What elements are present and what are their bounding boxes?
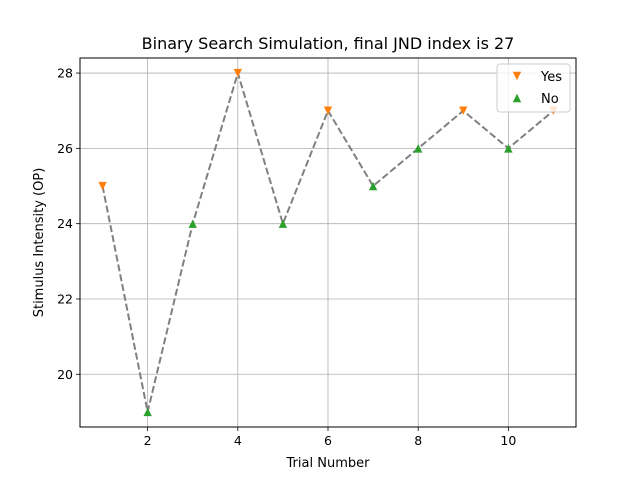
y-tick-label: 28 [57,66,73,81]
legend-label-yes: Yes [540,70,562,85]
y-tick-label: 24 [57,216,73,231]
y-axis-label: Stimulus Intensity (OP) [32,168,47,318]
x-tick-label: 2 [144,433,152,448]
x-tick-label: 8 [414,433,422,448]
marker-yes [459,106,468,115]
legend-marker-yes [512,71,522,81]
marker-no [368,181,378,191]
marker-no [143,407,152,417]
marker-yes [98,181,107,191]
x-tick-label: 6 [324,433,332,448]
grid [80,58,576,427]
marker-no [278,219,288,228]
y-tick-label: 22 [57,291,73,306]
legend: Yes No [496,63,571,113]
y-tick-label: 20 [57,367,73,382]
x-axis-label: Trial Number [286,456,371,471]
x-tick-label: 10 [500,433,516,448]
marker-yes [233,68,243,78]
x-tick-label: 4 [234,433,242,448]
marker-no [413,144,423,153]
marker-no [504,144,513,153]
legend-label-no: No [541,92,559,107]
y-tick-label: 26 [57,141,73,156]
marker-yes [323,106,333,115]
marker-no [188,219,197,228]
legend-marker-no [512,93,522,103]
chart-title: Binary Search Simulation, final JND inde… [142,34,515,53]
